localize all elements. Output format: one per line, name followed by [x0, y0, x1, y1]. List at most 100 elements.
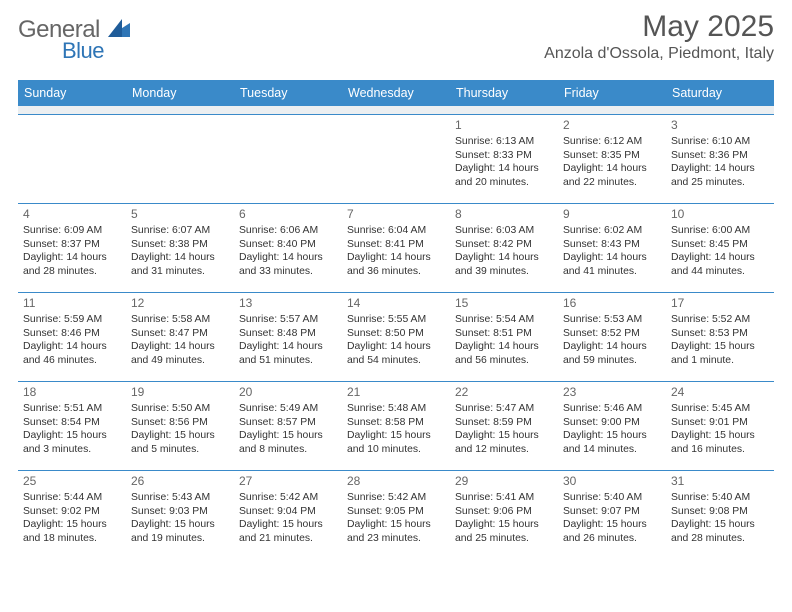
- sunrise-text: Sunrise: 5:50 AM: [131, 402, 229, 416]
- daylight-text: Daylight: 15 hours and 19 minutes.: [131, 518, 229, 545]
- sunrise-text: Sunrise: 5:44 AM: [23, 491, 121, 505]
- day-cell: 18Sunrise: 5:51 AMSunset: 8:54 PMDayligh…: [18, 382, 126, 470]
- day-number: 17: [671, 296, 769, 312]
- sunrise-text: Sunrise: 5:42 AM: [347, 491, 445, 505]
- sunrise-text: Sunrise: 5:41 AM: [455, 491, 553, 505]
- sunrise-text: Sunrise: 5:46 AM: [563, 402, 661, 416]
- sunrise-text: Sunrise: 6:04 AM: [347, 224, 445, 238]
- day-number: 11: [23, 296, 121, 312]
- sunset-text: Sunset: 8:43 PM: [563, 238, 661, 252]
- sunset-text: Sunset: 9:03 PM: [131, 505, 229, 519]
- sunset-text: Sunset: 8:33 PM: [455, 149, 553, 163]
- day-cell: 16Sunrise: 5:53 AMSunset: 8:52 PMDayligh…: [558, 293, 666, 381]
- day-number: 29: [455, 474, 553, 490]
- day-number: 10: [671, 207, 769, 223]
- day-cell: 1Sunrise: 6:13 AMSunset: 8:33 PMDaylight…: [450, 115, 558, 203]
- day-of-week-header: Sunday Monday Tuesday Wednesday Thursday…: [18, 80, 774, 106]
- sunset-text: Sunset: 8:46 PM: [23, 327, 121, 341]
- day-cell: 2Sunrise: 6:12 AMSunset: 8:35 PMDaylight…: [558, 115, 666, 203]
- day-number: 20: [239, 385, 337, 401]
- location-text: Anzola d'Ossola, Piedmont, Italy: [544, 45, 774, 63]
- day-number: 28: [347, 474, 445, 490]
- daylight-text: Daylight: 14 hours and 49 minutes.: [131, 340, 229, 367]
- sunrise-text: Sunrise: 6:03 AM: [455, 224, 553, 238]
- day-cell: 21Sunrise: 5:48 AMSunset: 8:58 PMDayligh…: [342, 382, 450, 470]
- sunrise-text: Sunrise: 5:45 AM: [671, 402, 769, 416]
- daylight-text: Daylight: 14 hours and 39 minutes.: [455, 251, 553, 278]
- day-cell: 9Sunrise: 6:02 AMSunset: 8:43 PMDaylight…: [558, 204, 666, 292]
- daylight-text: Daylight: 15 hours and 16 minutes.: [671, 429, 769, 456]
- sunrise-text: Sunrise: 5:58 AM: [131, 313, 229, 327]
- daylight-text: Daylight: 14 hours and 31 minutes.: [131, 251, 229, 278]
- daylight-text: Daylight: 15 hours and 12 minutes.: [455, 429, 553, 456]
- day-cell: 19Sunrise: 5:50 AMSunset: 8:56 PMDayligh…: [126, 382, 234, 470]
- day-cell: 15Sunrise: 5:54 AMSunset: 8:51 PMDayligh…: [450, 293, 558, 381]
- page-header: General Blue May 2025 Anzola d'Ossola, P…: [18, 10, 774, 76]
- sunset-text: Sunset: 9:05 PM: [347, 505, 445, 519]
- sunset-text: Sunset: 8:53 PM: [671, 327, 769, 341]
- sunset-text: Sunset: 8:37 PM: [23, 238, 121, 252]
- sunset-text: Sunset: 9:08 PM: [671, 505, 769, 519]
- daylight-text: Daylight: 14 hours and 59 minutes.: [563, 340, 661, 367]
- calendar-page: General Blue May 2025 Anzola d'Ossola, P…: [0, 0, 792, 612]
- day-number: 25: [23, 474, 121, 490]
- daylight-text: Daylight: 15 hours and 26 minutes.: [563, 518, 661, 545]
- sunrise-text: Sunrise: 5:40 AM: [671, 491, 769, 505]
- month-title: May 2025: [544, 10, 774, 44]
- day-cell: 25Sunrise: 5:44 AMSunset: 9:02 PMDayligh…: [18, 471, 126, 559]
- sunset-text: Sunset: 9:01 PM: [671, 416, 769, 430]
- daylight-text: Daylight: 14 hours and 46 minutes.: [23, 340, 121, 367]
- sunrise-text: Sunrise: 5:52 AM: [671, 313, 769, 327]
- sunset-text: Sunset: 9:00 PM: [563, 416, 661, 430]
- day-number: 18: [23, 385, 121, 401]
- sunrise-text: Sunrise: 5:47 AM: [455, 402, 553, 416]
- day-number: 7: [347, 207, 445, 223]
- sunset-text: Sunset: 8:59 PM: [455, 416, 553, 430]
- sunrise-text: Sunrise: 6:00 AM: [671, 224, 769, 238]
- week-row: 25Sunrise: 5:44 AMSunset: 9:02 PMDayligh…: [18, 470, 774, 559]
- week-row: 11Sunrise: 5:59 AMSunset: 8:46 PMDayligh…: [18, 292, 774, 381]
- title-block: May 2025 Anzola d'Ossola, Piedmont, Ital…: [544, 10, 774, 63]
- sunrise-text: Sunrise: 6:13 AM: [455, 135, 553, 149]
- week-row: 4Sunrise: 6:09 AMSunset: 8:37 PMDaylight…: [18, 203, 774, 292]
- day-number: 24: [671, 385, 769, 401]
- sunset-text: Sunset: 9:06 PM: [455, 505, 553, 519]
- brand-mark-icon: [108, 16, 130, 43]
- day-number: 26: [131, 474, 229, 490]
- day-cell: 11Sunrise: 5:59 AMSunset: 8:46 PMDayligh…: [18, 293, 126, 381]
- day-number: 21: [347, 385, 445, 401]
- week-row: 1Sunrise: 6:13 AMSunset: 8:33 PMDaylight…: [18, 114, 774, 203]
- day-number: 23: [563, 385, 661, 401]
- daylight-text: Daylight: 14 hours and 56 minutes.: [455, 340, 553, 367]
- daylight-text: Daylight: 14 hours and 28 minutes.: [23, 251, 121, 278]
- daylight-text: Daylight: 14 hours and 20 minutes.: [455, 162, 553, 189]
- day-number: 2: [563, 118, 661, 134]
- sunrise-text: Sunrise: 5:54 AM: [455, 313, 553, 327]
- daylight-text: Daylight: 15 hours and 25 minutes.: [455, 518, 553, 545]
- daylight-text: Daylight: 14 hours and 44 minutes.: [671, 251, 769, 278]
- sunset-text: Sunset: 8:54 PM: [23, 416, 121, 430]
- daylight-text: Daylight: 15 hours and 3 minutes.: [23, 429, 121, 456]
- sunset-text: Sunset: 8:42 PM: [455, 238, 553, 252]
- day-cell: 28Sunrise: 5:42 AMSunset: 9:05 PMDayligh…: [342, 471, 450, 559]
- day-cell: 14Sunrise: 5:55 AMSunset: 8:50 PMDayligh…: [342, 293, 450, 381]
- sunrise-text: Sunrise: 5:40 AM: [563, 491, 661, 505]
- daylight-text: Daylight: 14 hours and 36 minutes.: [347, 251, 445, 278]
- day-cell: 3Sunrise: 6:10 AMSunset: 8:36 PMDaylight…: [666, 115, 774, 203]
- sunset-text: Sunset: 8:35 PM: [563, 149, 661, 163]
- sunset-text: Sunset: 8:52 PM: [563, 327, 661, 341]
- sunset-text: Sunset: 8:45 PM: [671, 238, 769, 252]
- day-number: 4: [23, 207, 121, 223]
- daylight-text: Daylight: 14 hours and 33 minutes.: [239, 251, 337, 278]
- daylight-text: Daylight: 14 hours and 22 minutes.: [563, 162, 661, 189]
- weeks-container: 1Sunrise: 6:13 AMSunset: 8:33 PMDaylight…: [18, 114, 774, 559]
- day-cell: 23Sunrise: 5:46 AMSunset: 9:00 PMDayligh…: [558, 382, 666, 470]
- day-number: 8: [455, 207, 553, 223]
- dow-wednesday: Wednesday: [342, 80, 450, 106]
- day-cell: 12Sunrise: 5:58 AMSunset: 8:47 PMDayligh…: [126, 293, 234, 381]
- sunrise-text: Sunrise: 6:09 AM: [23, 224, 121, 238]
- daylight-text: Daylight: 15 hours and 14 minutes.: [563, 429, 661, 456]
- sunset-text: Sunset: 8:48 PM: [239, 327, 337, 341]
- dow-thursday: Thursday: [450, 80, 558, 106]
- sunset-text: Sunset: 9:04 PM: [239, 505, 337, 519]
